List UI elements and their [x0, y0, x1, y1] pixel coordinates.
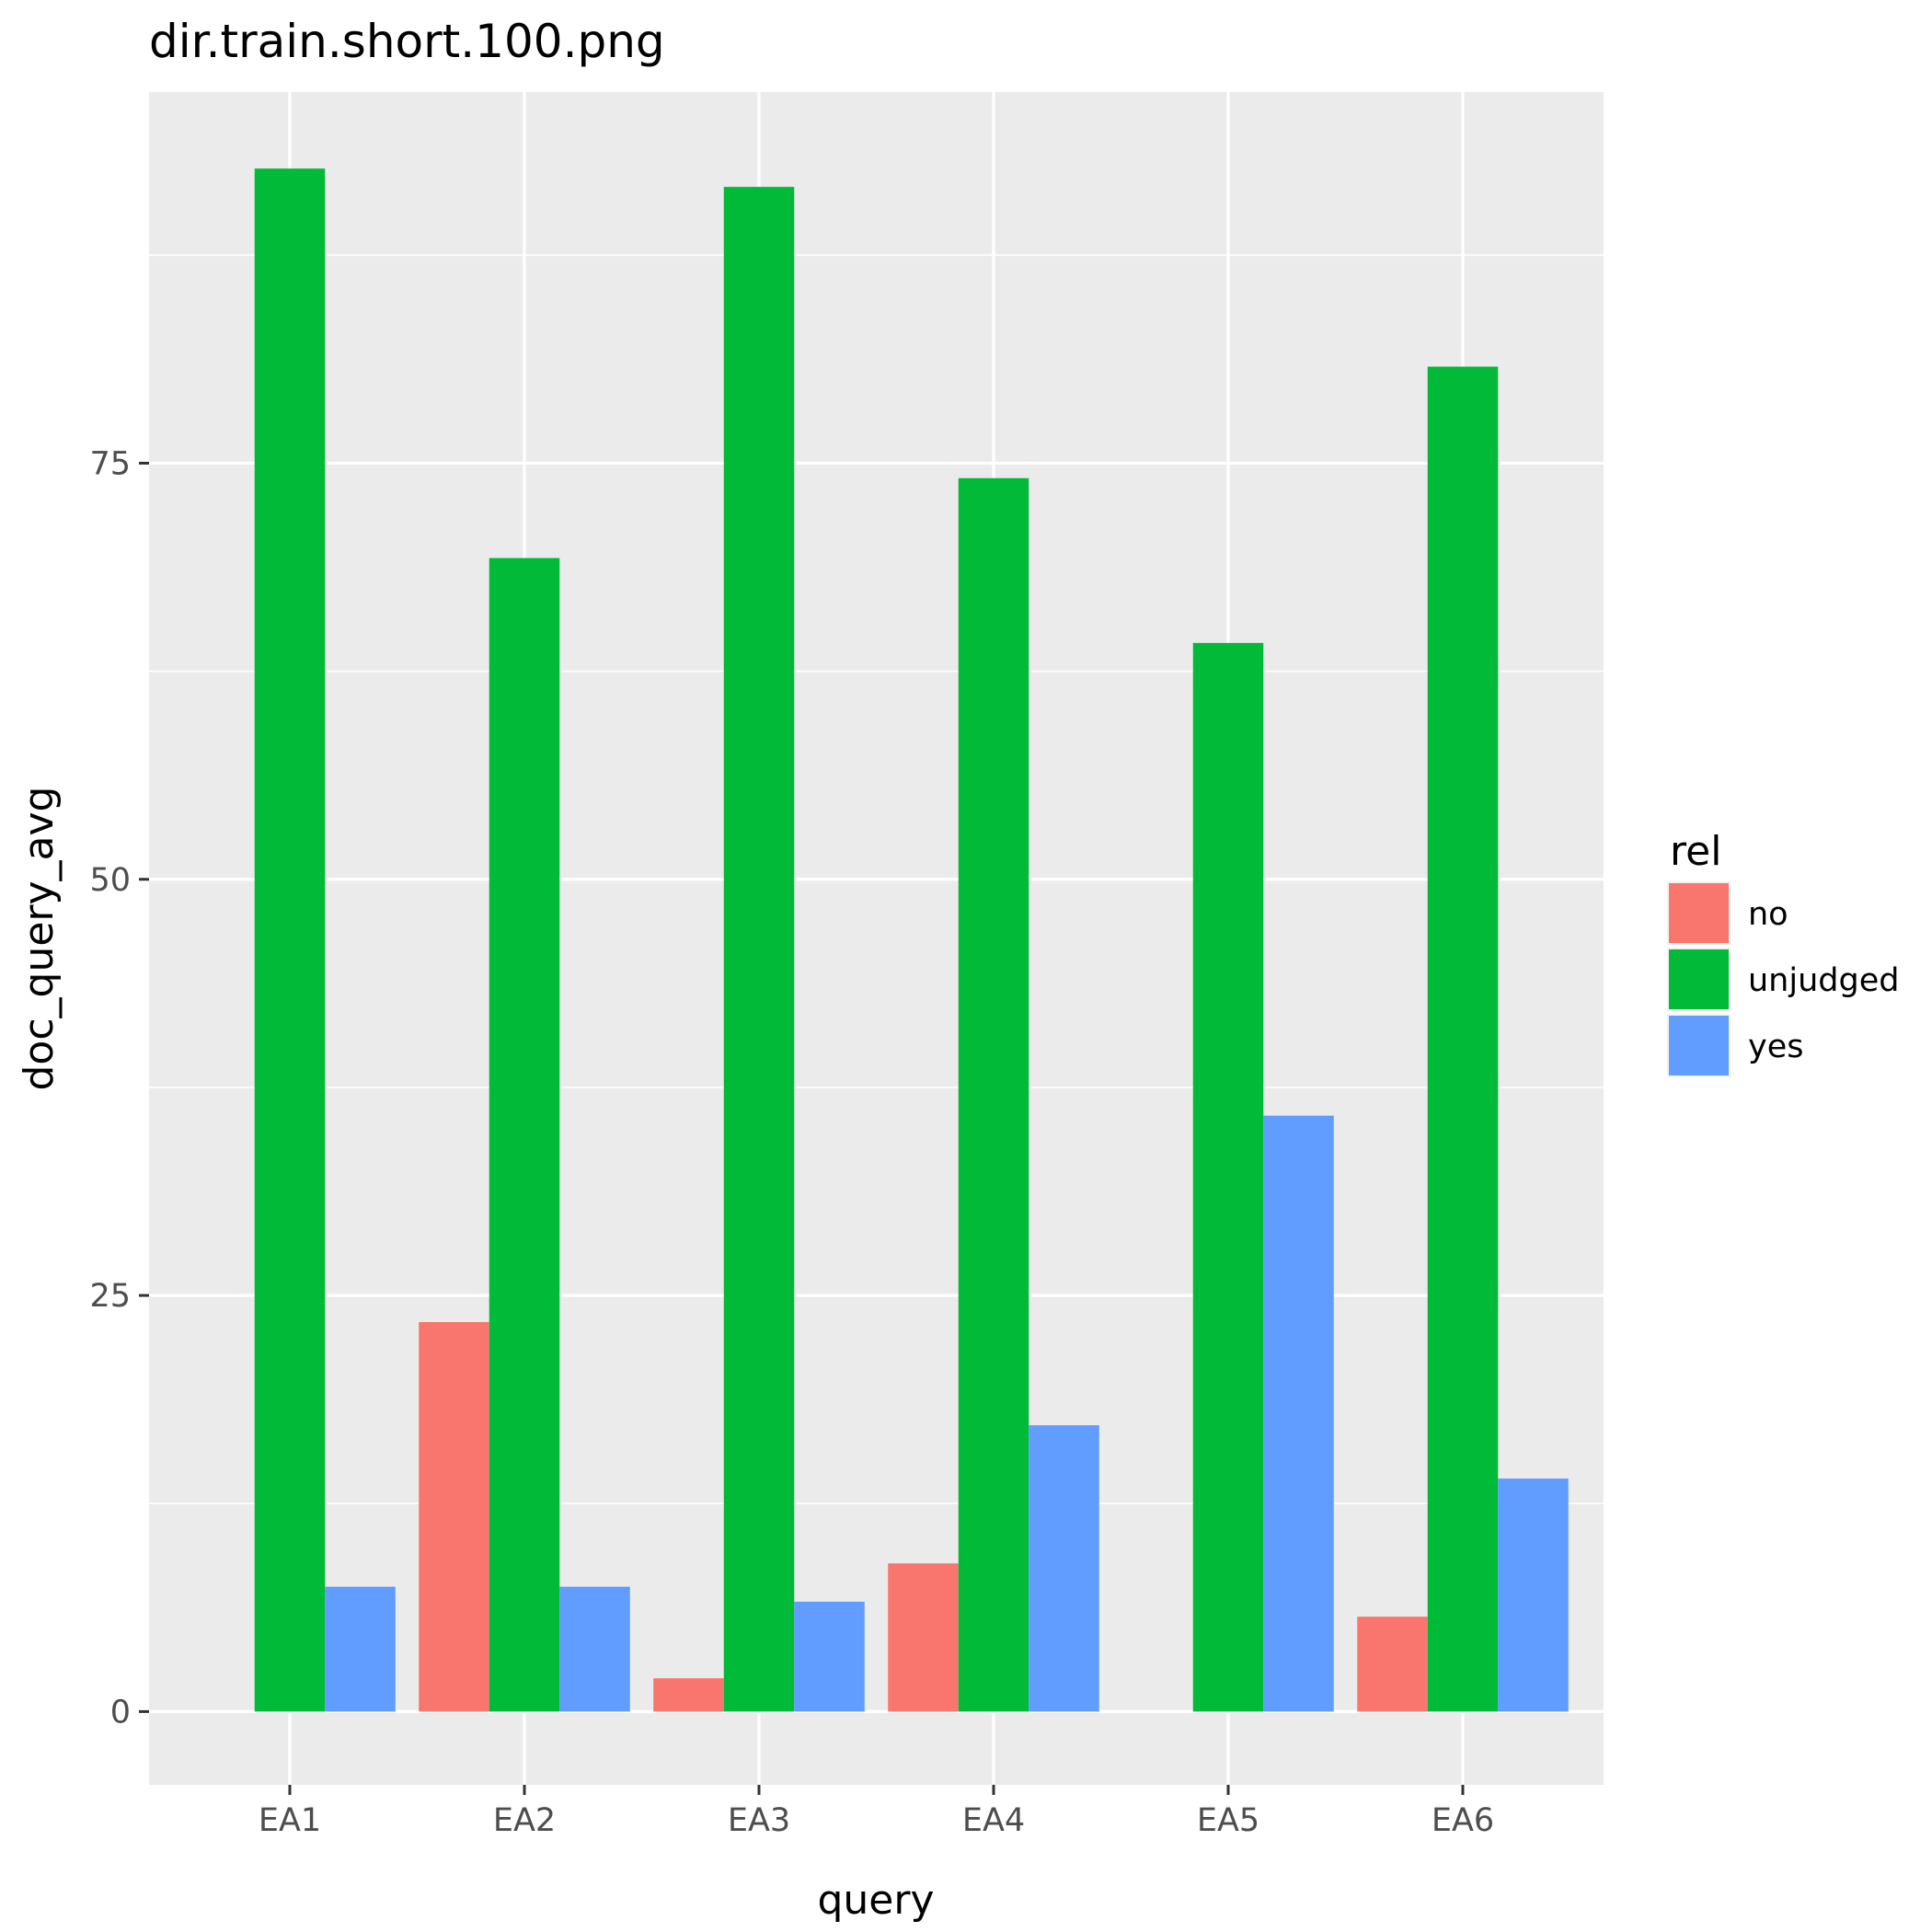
bar-no-EA2: [419, 1322, 489, 1712]
y-axis-title: doc_query_avg: [16, 787, 63, 1091]
y-tick-label: 0: [110, 1694, 131, 1731]
bar-unjudged-EA4: [958, 477, 1029, 1712]
legend-label-unjudged: unjudged: [1748, 962, 1899, 999]
bar-yes-EA5: [1263, 1115, 1334, 1712]
bar-yes-EA1: [325, 1586, 396, 1712]
bar-unjudged-EA5: [1192, 642, 1264, 1712]
y-axis: 0 25 50 75: [89, 445, 149, 1731]
plot-panel: [149, 92, 1604, 1785]
bar-unjudged-EA1: [254, 168, 326, 1712]
bar-no-EA3: [653, 1678, 724, 1712]
bar-yes-EA3: [794, 1601, 865, 1712]
bar-unjudged-EA2: [489, 558, 560, 1712]
x-tick-label: EA5: [1197, 1802, 1259, 1839]
bar-no-EA6: [1357, 1616, 1428, 1712]
bar-no-EA4: [888, 1563, 959, 1712]
bar-yes-EA2: [559, 1586, 630, 1712]
bar-unjudged-EA6: [1427, 366, 1499, 1712]
legend-swatch-yes: [1669, 1016, 1729, 1075]
minor-gridlines: [149, 254, 1604, 1505]
legend-label-yes: yes: [1748, 1029, 1803, 1065]
bar-yes-EA4: [1029, 1425, 1099, 1712]
chart-title: dir.train.short.100.png: [149, 15, 665, 68]
x-tick-label: EA6: [1432, 1802, 1494, 1839]
x-tick-label: EA1: [259, 1802, 321, 1839]
x-tick-label: EA3: [728, 1802, 790, 1839]
y-tick-label: 75: [89, 445, 131, 482]
legend-title: rel: [1670, 828, 1721, 875]
legend: rel no unjudged yes: [1667, 828, 1899, 1077]
bar-yes-EA6: [1498, 1478, 1569, 1712]
bar-unjudged-EA3: [723, 187, 795, 1712]
x-tick-label: EA4: [962, 1802, 1025, 1839]
bars: [254, 168, 1569, 1712]
x-axis: EA1 EA2 EA3 EA4 EA5 EA6: [259, 1785, 1494, 1839]
legend-label-no: no: [1748, 896, 1788, 933]
y-tick-label: 50: [89, 862, 131, 899]
x-tick-label: EA2: [493, 1802, 556, 1839]
legend-swatch-unjudged: [1669, 949, 1729, 1009]
x-axis-title: query: [817, 1877, 934, 1924]
y-tick-label: 25: [89, 1278, 131, 1315]
legend-swatch-no: [1669, 883, 1729, 943]
